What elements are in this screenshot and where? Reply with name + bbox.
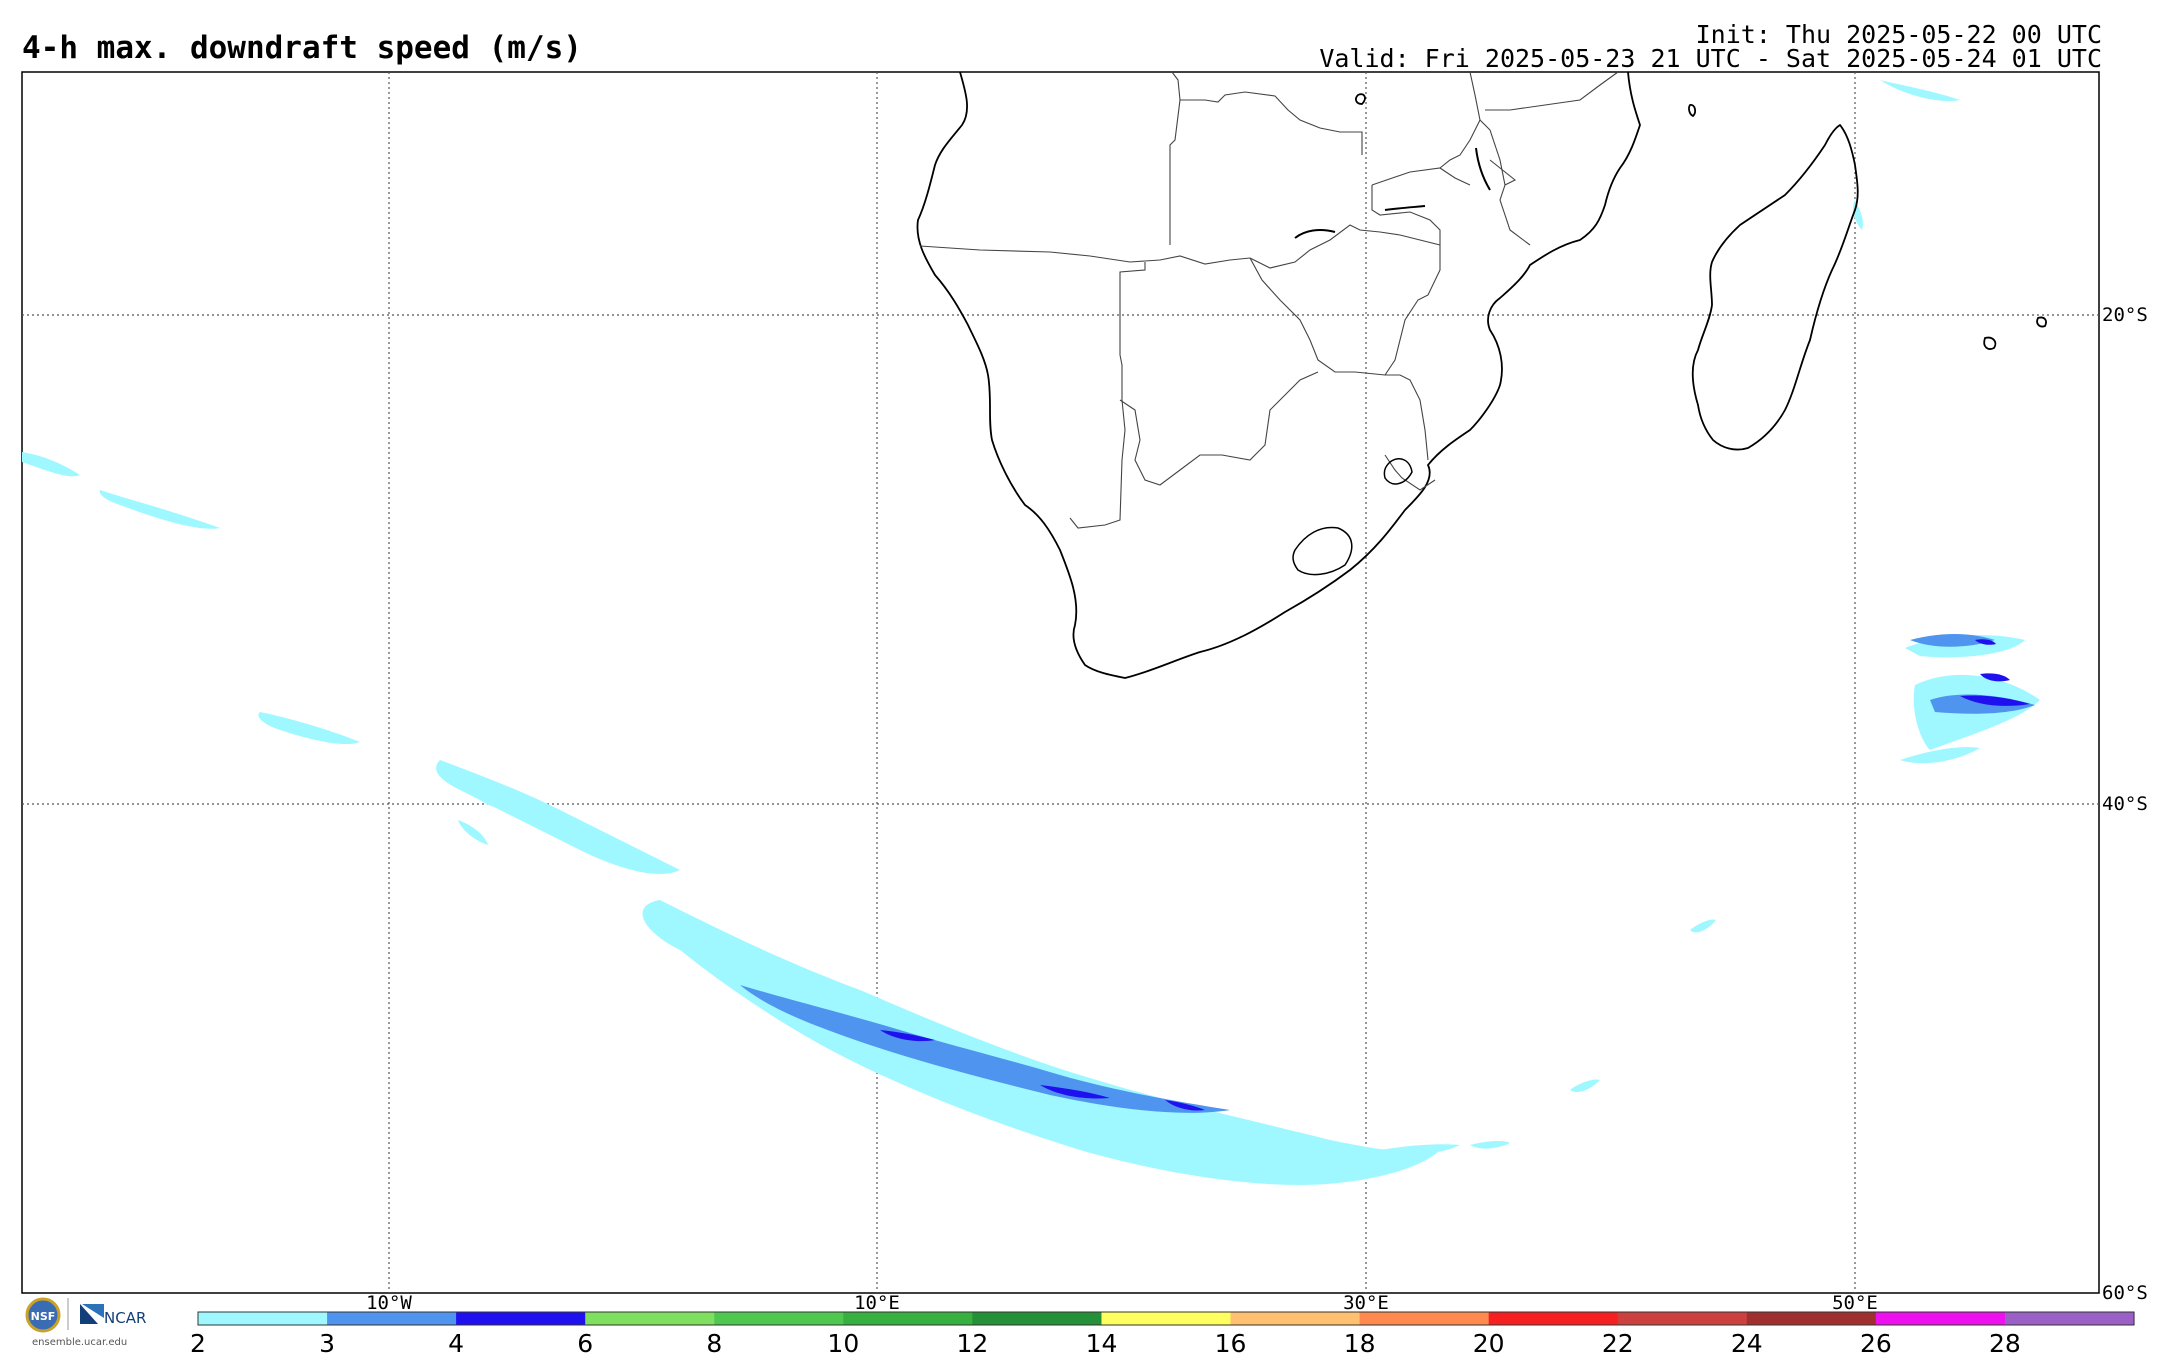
ncar-logo-text: NCAR: [104, 1309, 146, 1327]
colorbar-tick-label: 26: [1860, 1329, 1892, 1354]
ncar-logo-mark: [80, 1304, 98, 1324]
colorbar-swatch: [1617, 1312, 1748, 1325]
lat-label-20s: 20°S: [2102, 304, 2148, 326]
colorbar-tick-label: 4: [448, 1329, 464, 1354]
colorbar-tick-label: 6: [577, 1329, 593, 1354]
lon-label-30e: 30°E: [1343, 1292, 1389, 1314]
downdraft-field: [22, 80, 2040, 1185]
colorbar-swatch: [585, 1312, 715, 1325]
colorbar-tick-label: 22: [1602, 1329, 1634, 1354]
lake-bangweulu: [1384, 205, 1426, 211]
init-time: Init: Thu 2025-05-22 00 UTC: [1695, 20, 2102, 49]
nsf-logo-text: NSF: [31, 1310, 56, 1323]
colorbar-tick-label: 3: [319, 1329, 335, 1354]
coastlines: [916, 71, 2047, 679]
field-4-6: [880, 639, 2030, 1111]
colorbar-tick-label: 16: [1215, 1329, 1247, 1354]
mauritius-coastline: [1983, 336, 1997, 350]
colorbar-swatch: [198, 1312, 328, 1325]
madagascar-coastline: [1691, 123, 1859, 451]
colorbar-swatch: [714, 1312, 844, 1325]
colorbar-tick-label: 28: [1989, 1329, 2021, 1354]
colorbar-swatch: [1359, 1312, 1490, 1325]
lon-label-10w: 10°W: [366, 1292, 412, 1314]
lon-label-10e: 10°E: [854, 1292, 900, 1314]
logos: NSF NCAR: [25, 1297, 146, 1333]
lon-labels: 10°W 10°E 30°E 50°E: [366, 1292, 1878, 1314]
colorbar-swatch: [972, 1312, 1103, 1325]
country-borders: [919, 71, 1619, 529]
colorbar-tick-label: 2: [190, 1329, 206, 1354]
map-title: 4-h max. downdraft speed (m/s): [22, 30, 582, 66]
graticule: [22, 72, 2099, 1293]
colorbar-outline: [197, 1311, 2135, 1326]
colorbar: 2 3 4 6 8 10 12 14 16 18 20 22 24 26 28: [190, 1311, 2135, 1354]
colorbar-tick-label: 24: [1731, 1329, 1763, 1354]
colorbar-tick-label: 8: [706, 1329, 722, 1354]
colorbar-swatch: [1101, 1312, 1232, 1325]
colorbar-swatch: [1746, 1312, 1877, 1325]
eswatini: [1383, 458, 1413, 485]
lat-labels: 20°S 40°S 60°S: [2102, 304, 2148, 1304]
colorbar-swatch: [327, 1312, 457, 1325]
colorbar-ticks: 2 3 4 6 8 10 12 14 16 18 20 22 24 26 28: [190, 1329, 2021, 1354]
colorbar-tick-label: 14: [1086, 1329, 1118, 1354]
colorbar-swatch: [456, 1312, 586, 1325]
lat-label-60s: 60°S: [2102, 1282, 2148, 1304]
lake-victoria-area: [1355, 93, 1366, 105]
colorbar-swatches: [198, 1312, 2135, 1325]
colorbar-tick-label: 20: [1473, 1329, 1505, 1354]
colorbar-tick-label: 10: [827, 1329, 859, 1354]
lat-label-40s: 40°S: [2102, 793, 2148, 815]
colorbar-swatch: [1230, 1312, 1361, 1325]
lake-kariba: [1294, 229, 1336, 239]
ensemble-url: ensemble.ucar.edu: [32, 1337, 128, 1348]
colorbar-swatch: [2004, 1312, 2135, 1325]
colorbar-swatch: [843, 1312, 973, 1325]
lakes: [1292, 147, 1491, 576]
colorbar-swatch: [1875, 1312, 2006, 1325]
reunion-coastline: [2036, 316, 2047, 328]
lesotho: [1292, 526, 1353, 576]
valid-time-range: Valid: Fri 2025-05-23 21 UTC - Sat 2025-…: [1319, 44, 2102, 73]
colorbar-tick-label: 12: [956, 1329, 988, 1354]
colorbar-swatch: [1488, 1312, 1619, 1325]
lake-malawi: [1475, 147, 1491, 191]
lon-label-50e: 50°E: [1832, 1292, 1878, 1314]
nsf-logo: [25, 1297, 61, 1333]
colorbar-tick-label: 18: [1344, 1329, 1376, 1354]
comoros-coastline: [1688, 104, 1697, 118]
africa-coastline: [916, 71, 1641, 679]
